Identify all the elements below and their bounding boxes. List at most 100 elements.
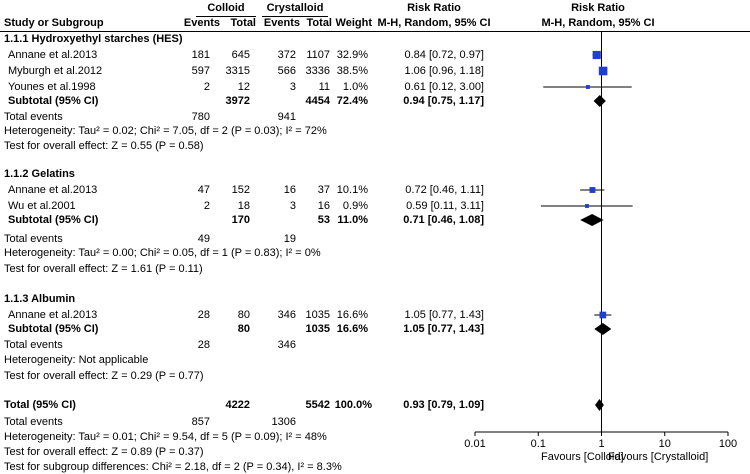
events1: 47	[197, 184, 210, 196]
study-marker	[598, 66, 608, 76]
study-name: Annane et al.2013	[8, 184, 98, 196]
total2: 3336	[305, 65, 330, 77]
total2: 16	[317, 200, 330, 212]
total1: 3315	[225, 65, 250, 77]
events2: 3	[289, 81, 296, 93]
events1: 857	[191, 416, 210, 428]
group-title: 1.1.3 Albumin	[4, 293, 76, 305]
risk-ratio-left-header: Risk Ratio	[407, 2, 461, 14]
events2: 372	[277, 49, 296, 61]
total2: 5542	[305, 399, 330, 411]
x-tick-label: 0.01	[464, 438, 485, 450]
total1-header: Total	[230, 17, 256, 29]
total-events-label: Total events	[4, 111, 63, 123]
events1: 597	[191, 65, 210, 77]
total2: 37	[317, 184, 330, 196]
events1: 28	[197, 309, 210, 321]
weight: 72.4%	[336, 95, 368, 107]
favours-crystalloid-label: Favours [Crystalloid]	[608, 451, 709, 463]
events2: 346	[277, 339, 296, 351]
risk-ratio-ci: 1.05 [0.77, 1.43]	[404, 309, 484, 321]
events1: 2	[203, 81, 210, 93]
subtotal-label: Subtotal (95% CI)	[8, 95, 99, 107]
risk-ratio-ci: 0.93 [0.79, 1.09]	[403, 399, 484, 411]
x-tick-label: 10	[659, 438, 671, 450]
study-marker	[585, 204, 589, 208]
heterogeneity-text: Heterogeneity: Tau² = 0.00; Chi² = 0.05,…	[4, 247, 321, 259]
risk-ratio-ci: 0.59 [0.11, 3.11]	[406, 200, 484, 212]
risk-ratio-ci: 0.61 [0.12, 3.00]	[404, 81, 484, 93]
crystalloid-underline	[262, 16, 328, 17]
subtotal-diamond	[594, 323, 612, 335]
method-left-header: M-H, Random, 95% CI	[377, 17, 491, 29]
overall-effect-text: Test for overall effect: Z = 0.55 (P = 0…	[4, 140, 204, 152]
total1: 3972	[225, 95, 250, 107]
group-title: 1.1.1 Hydroxyethyl starches (HES)	[4, 33, 183, 45]
events2: 3	[289, 200, 296, 212]
total1: 4222	[225, 399, 250, 411]
events1: 181	[191, 49, 210, 61]
subtotal-label: Subtotal (95% CI)	[8, 323, 99, 335]
weight: 0.9%	[342, 200, 368, 212]
total2: 1035	[305, 323, 330, 335]
total1: 152	[231, 184, 250, 196]
study-name: Myburgh et al.2012	[8, 65, 103, 77]
weight: 32.9%	[336, 49, 368, 61]
weight: 38.5%	[336, 65, 368, 77]
study-name: Wu et al.2001	[8, 200, 76, 212]
total2: 11	[318, 81, 330, 93]
risk-ratio-ci: 1.05 [0.77, 1.43]	[403, 323, 484, 335]
events1: 2	[203, 200, 210, 212]
subgroup-differences-text: Test for subgroup differences: Chi² = 2.…	[4, 461, 342, 473]
study-marker	[599, 311, 607, 319]
total1: 80	[237, 323, 250, 335]
risk-ratio-ci: 1.06 [0.96, 1.18]	[404, 65, 484, 77]
risk-ratio-ci: 0.72 [0.46, 1.11]	[405, 184, 484, 196]
events2: 19	[283, 233, 296, 245]
x-tick-label: 1	[598, 438, 604, 450]
weight: 11.0%	[337, 214, 368, 226]
total1: 12	[237, 81, 250, 93]
events2: 566	[277, 65, 296, 77]
subtotal-label: Subtotal (95% CI)	[8, 214, 99, 226]
method-right-header: M-H, Random, 95% CI	[541, 17, 655, 29]
weight: 1.0%	[342, 81, 368, 93]
events1: 28	[197, 339, 210, 351]
events2: 1306	[271, 416, 296, 428]
total2: 4454	[305, 95, 330, 107]
risk-ratio-ci: 0.71 [0.46, 1.08]	[403, 214, 484, 226]
events1-header: Events	[183, 17, 220, 29]
total1: 170	[231, 214, 250, 226]
total-label: Total (95% CI)	[4, 399, 76, 411]
favours-colloid-label: Favours [Colloid]	[541, 451, 624, 463]
study-marker	[592, 50, 601, 60]
weight: 10.1%	[336, 184, 368, 196]
study-column-header: Study or Subgroup	[4, 17, 104, 29]
overall-effect-text: Test for overall effect: Z = 0.29 (P = 0…	[4, 370, 204, 382]
total-events-label: Total events	[4, 339, 63, 351]
header-divider	[0, 31, 750, 32]
events1: 49	[197, 233, 210, 245]
risk-ratio-ci: 0.94 [0.75, 1.17]	[403, 95, 484, 107]
weight: 100.0%	[334, 399, 372, 411]
x-tick-label: 0.1	[531, 438, 546, 450]
total2: 1107	[306, 49, 330, 61]
weight: 16.6%	[336, 309, 368, 321]
heterogeneity-text: Heterogeneity: Tau² = 0.01; Chi² = 9.54,…	[4, 431, 327, 443]
events1: 780	[191, 111, 210, 123]
group-title: 1.1.2 Gelatins	[4, 168, 75, 180]
overall-effect-text: Test for overall effect: Z = 0.89 (P = 0…	[4, 446, 204, 458]
study-marker	[585, 85, 590, 89]
total1: 80	[237, 309, 250, 321]
study-name: Annane et al.2013	[8, 49, 98, 61]
risk-ratio-right-header: Risk Ratio	[571, 2, 625, 14]
total-events-label: Total events	[4, 233, 63, 245]
subtotal-diamond	[593, 95, 606, 107]
study-name: Younes et al.1998	[8, 81, 96, 93]
total2: 1035	[305, 309, 330, 321]
weight: 16.6%	[336, 323, 368, 335]
events2: 16	[283, 184, 296, 196]
overall-diamond	[595, 399, 604, 411]
events2-header: Events	[263, 17, 300, 29]
